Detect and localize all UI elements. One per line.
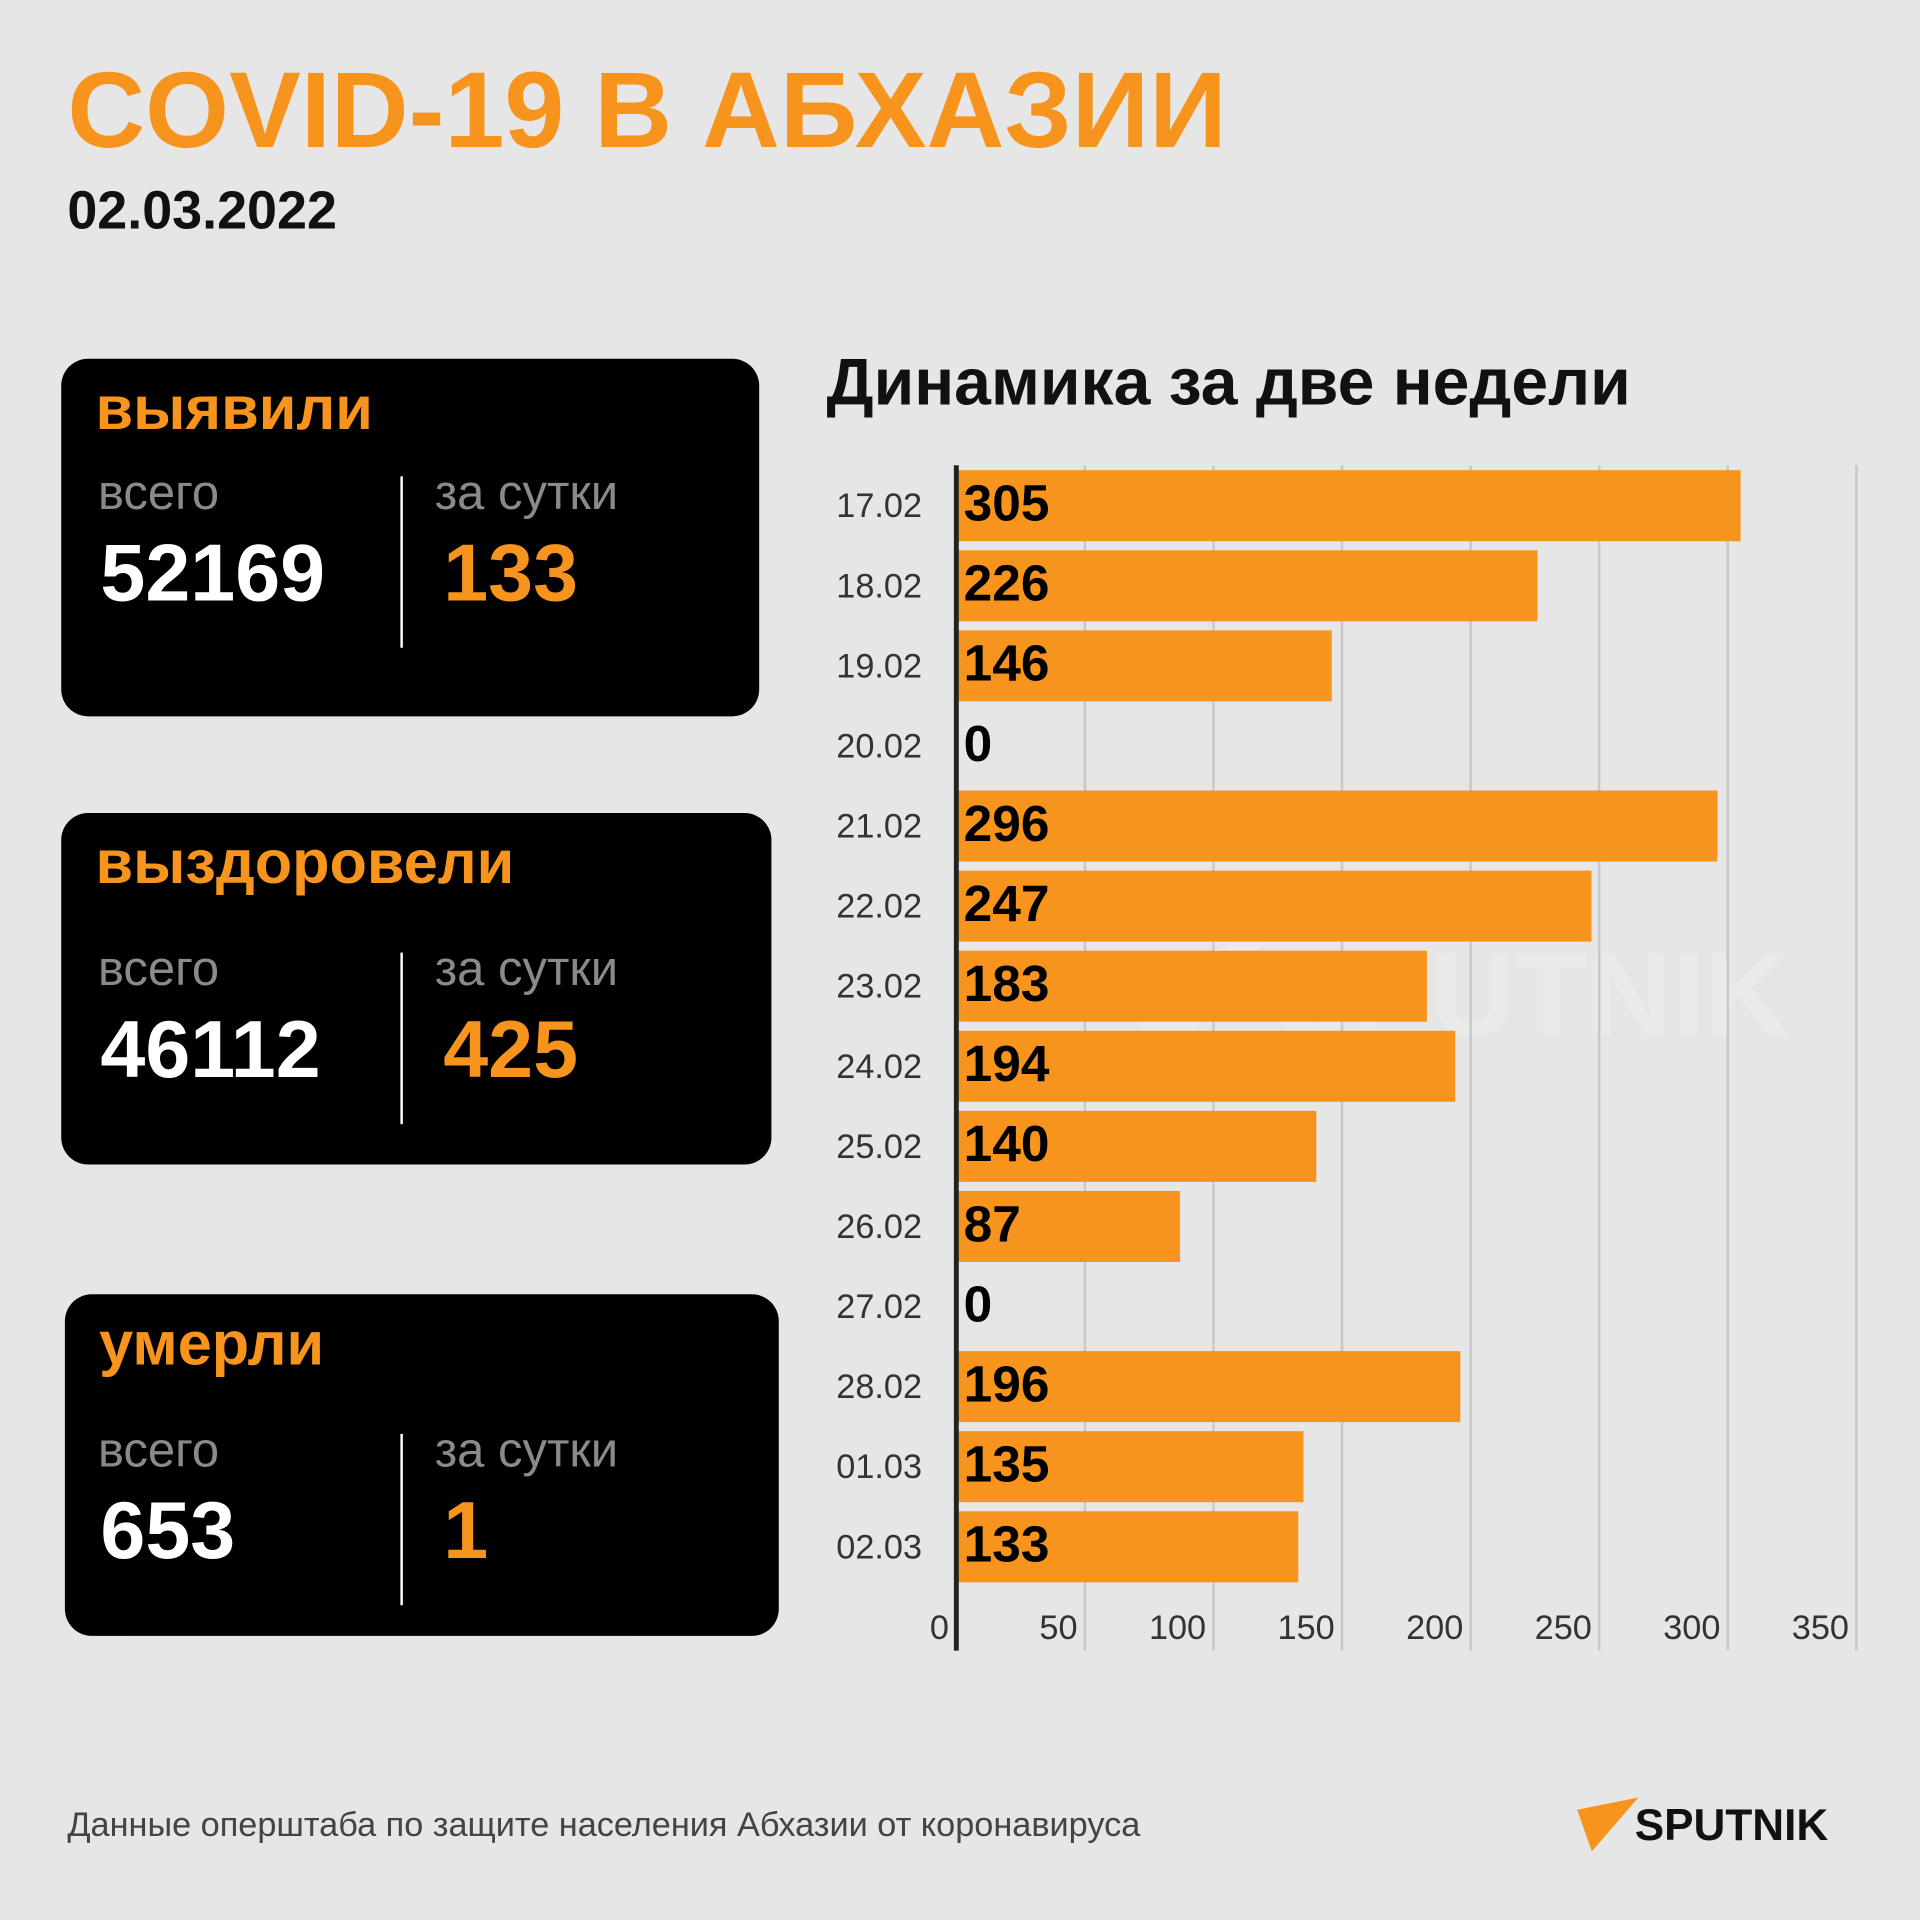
total-value: 46112 xyxy=(100,1005,320,1095)
daily-label: за сутки xyxy=(435,466,618,520)
x-tick-label: 300 xyxy=(1663,1609,1720,1647)
total-label: всего xyxy=(98,466,219,520)
stat-card: выявили всего 52169 за сутки 133 xyxy=(61,358,760,717)
value-label: 146 xyxy=(964,634,1050,692)
source-note: Данные оперштаба по защите населения Абх… xyxy=(67,1806,1141,1844)
value-label: 196 xyxy=(964,1354,1050,1412)
y-tick-label: 22.02 xyxy=(836,888,922,926)
y-tick-label: 01.03 xyxy=(836,1448,922,1486)
value-label: 305 xyxy=(964,474,1050,532)
value-label: 296 xyxy=(964,794,1050,852)
value-label: 140 xyxy=(964,1114,1050,1172)
bar xyxy=(956,630,1332,702)
total-value: 52169 xyxy=(100,529,325,619)
value-label: 135 xyxy=(964,1434,1050,1492)
card-title: умерли xyxy=(99,1309,324,1377)
x-tick-label: 0 xyxy=(930,1609,949,1647)
y-tick-label: 19.02 xyxy=(836,647,922,685)
card-background xyxy=(61,358,760,717)
bar xyxy=(956,1351,1461,1423)
total-value: 653 xyxy=(100,1486,235,1576)
daily-label: за сутки xyxy=(435,942,618,996)
y-tick-label: 20.02 xyxy=(836,727,922,765)
bar xyxy=(956,470,1741,542)
bar xyxy=(956,870,1592,942)
total-label: всего xyxy=(98,1423,219,1477)
daily-label: за сутки xyxy=(435,1423,618,1477)
x-tick-label: 350 xyxy=(1792,1609,1849,1647)
y-tick-label: 26.02 xyxy=(836,1208,922,1246)
bar xyxy=(956,1110,1317,1182)
y-tick-label: 02.03 xyxy=(836,1528,922,1566)
y-tick-label: 25.02 xyxy=(836,1128,922,1166)
chart-title: Динамика за две недели xyxy=(827,345,1631,419)
date: 02.03.2022 xyxy=(67,181,337,241)
card-title: выздоровели xyxy=(96,828,515,896)
card-background xyxy=(64,1294,779,1636)
x-tick-label: 150 xyxy=(1278,1609,1335,1647)
value-label: 226 xyxy=(964,554,1050,612)
main-title: COVID-19 В АБХАЗИИ xyxy=(67,49,1226,170)
logo-text: SPUTNIK xyxy=(1635,1801,1829,1850)
bar xyxy=(956,1431,1304,1503)
y-tick-label: 21.02 xyxy=(836,808,922,846)
x-tick-label: 50 xyxy=(1039,1609,1077,1647)
y-tick-label: 27.02 xyxy=(836,1288,922,1326)
bar xyxy=(956,1511,1299,1583)
x-tick-label: 200 xyxy=(1406,1609,1463,1647)
value-label: 133 xyxy=(964,1515,1050,1573)
y-tick-label: 28.02 xyxy=(836,1368,922,1406)
bar xyxy=(956,1030,1456,1102)
stat-card: выздоровели всего 46112 за сутки 425 xyxy=(61,813,772,1165)
x-tick-label: 100 xyxy=(1149,1609,1206,1647)
total-label: всего xyxy=(98,942,219,996)
daily-value: 133 xyxy=(443,529,578,619)
bar xyxy=(956,950,1427,1022)
y-tick-label: 18.02 xyxy=(836,567,922,605)
daily-value: 425 xyxy=(443,1005,578,1095)
value-label: 0 xyxy=(964,1274,993,1332)
card-title: выявили xyxy=(96,374,373,442)
x-tick-label: 250 xyxy=(1535,1609,1592,1647)
stat-card: умерли всего 653 за сутки 1 xyxy=(64,1294,779,1636)
bar xyxy=(956,550,1538,622)
y-tick-label: 17.02 xyxy=(836,487,922,525)
bar xyxy=(956,1190,1181,1262)
daily-value: 1 xyxy=(443,1486,488,1576)
card-background xyxy=(61,813,772,1165)
value-label: 183 xyxy=(964,954,1050,1012)
value-label: 0 xyxy=(964,714,993,772)
value-label: 87 xyxy=(964,1194,1021,1252)
y-tick-label: 24.02 xyxy=(836,1048,922,1086)
value-label: 247 xyxy=(964,874,1050,932)
bar xyxy=(956,790,1718,862)
logo-icon xyxy=(1577,1797,1639,1852)
y-tick-label: 23.02 xyxy=(836,968,922,1006)
value-label: 194 xyxy=(964,1034,1050,1092)
